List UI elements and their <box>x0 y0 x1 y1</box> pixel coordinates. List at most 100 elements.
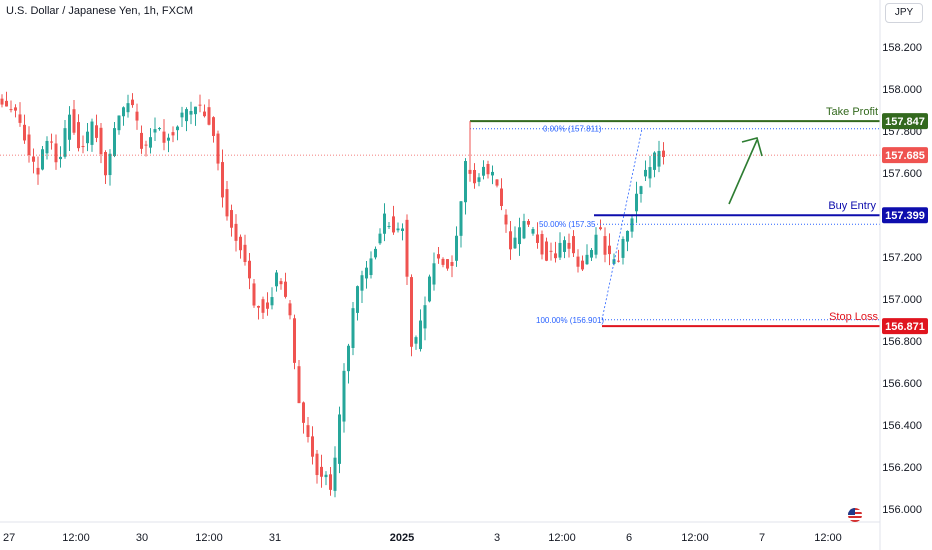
candle-down <box>288 303 292 316</box>
candle-up <box>194 106 197 115</box>
candle-down <box>581 260 584 270</box>
take-profit-price-tag: 157.847 <box>882 113 928 130</box>
time-tick: 6 <box>626 532 632 544</box>
candle-up <box>117 115 121 131</box>
us-flag-icon[interactable] <box>848 508 862 522</box>
candle-down <box>32 156 35 162</box>
candle-up <box>401 228 404 231</box>
fib-100-label: 100.00% (156.901) <box>536 316 604 325</box>
candle-down <box>77 122 80 149</box>
candle-up <box>432 263 436 285</box>
candle-up <box>270 297 274 306</box>
candle-up <box>482 166 485 176</box>
candle-up <box>558 242 562 258</box>
time-tick: 12:00 <box>814 532 842 544</box>
candle-down <box>131 99 134 106</box>
candle-up <box>518 227 521 245</box>
candle-up <box>585 254 589 265</box>
take-profit-label: Take Profit <box>826 106 878 118</box>
candle-up <box>428 276 431 302</box>
candle-up <box>63 128 67 157</box>
candle-down <box>554 253 557 259</box>
fib-0-label: 0.00% (157.811) <box>543 125 602 134</box>
candle-down <box>99 127 103 155</box>
candle-down <box>261 299 265 313</box>
candle-up <box>342 370 346 422</box>
candle-up <box>365 267 368 279</box>
candle-up <box>374 248 377 258</box>
candle-up <box>522 221 526 239</box>
candle-up <box>153 129 157 133</box>
candle-down <box>410 277 413 347</box>
currency-button[interactable]: JPY <box>885 3 923 23</box>
candle-up <box>626 230 629 242</box>
candle-up <box>360 275 364 291</box>
candle-down <box>225 189 229 217</box>
candle-down <box>207 107 211 125</box>
candle-down <box>203 111 206 117</box>
price-tick: 156.400 <box>882 420 922 432</box>
price-tick: 156.800 <box>882 336 922 348</box>
candle-up <box>414 337 418 344</box>
candle-up <box>68 114 71 140</box>
candle-up <box>90 121 94 145</box>
stop-loss-price-tag: 156.871 <box>882 318 928 335</box>
candle-down <box>9 109 13 111</box>
candle-up <box>59 156 62 160</box>
candle-up <box>459 201 463 236</box>
candle-down <box>486 163 490 175</box>
time-tick: 27 <box>3 532 15 544</box>
candle-up <box>594 234 598 255</box>
candle-up <box>333 457 337 491</box>
candle-down <box>311 436 314 457</box>
candle-up <box>621 239 625 258</box>
candles-layer <box>0 91 665 498</box>
candle-down <box>545 241 548 261</box>
candle-down <box>266 302 269 309</box>
candle-down <box>257 305 260 308</box>
fib-50-label: 50.00% (157.35 <box>539 220 596 229</box>
candle-up <box>477 177 481 182</box>
svg-text:157.847: 157.847 <box>885 116 925 128</box>
candle-down <box>509 231 512 250</box>
time-axis[interactable]: 27 12:00 30 12:00 31 2025 3 12:00 6 12:00 7 12:00 <box>3 532 842 544</box>
candle-up <box>189 111 193 115</box>
candle-down <box>18 114 22 123</box>
candle-down <box>608 245 611 255</box>
time-tick: 12:00 <box>62 532 90 544</box>
candle-up <box>531 229 535 234</box>
candle-up <box>185 109 188 122</box>
candle-up <box>590 249 593 258</box>
time-tick: 30 <box>136 532 148 544</box>
candle-up <box>639 186 643 195</box>
candle-down <box>72 109 76 133</box>
candle-up <box>378 233 382 244</box>
candle-down <box>36 167 40 175</box>
candle-down <box>302 402 305 423</box>
target-arrow[interactable] <box>728 137 763 205</box>
candle-up <box>513 237 517 249</box>
price-tick: 158.000 <box>882 84 922 96</box>
candle-up <box>383 213 386 234</box>
price-tick: 157.000 <box>882 294 922 306</box>
candle-up <box>180 112 184 118</box>
candle-down <box>248 260 251 279</box>
candle-down <box>450 262 454 266</box>
candle-down <box>234 223 238 241</box>
candle-down <box>495 179 499 186</box>
candle-up <box>126 103 130 113</box>
candle-down <box>221 162 224 198</box>
candle-up <box>396 228 400 231</box>
candle-down <box>252 283 256 306</box>
candle-up <box>423 305 427 329</box>
candle-up <box>45 140 49 154</box>
time-tick: 3 <box>494 532 500 544</box>
candle-down <box>27 134 31 156</box>
candle-up <box>369 258 373 276</box>
candle-down <box>162 131 166 143</box>
candle-up <box>648 167 652 179</box>
candle-up <box>630 218 634 232</box>
candle-down <box>315 453 319 476</box>
price-axis[interactable]: 158.200158.000157.800157.600157.400157.2… <box>882 42 922 516</box>
